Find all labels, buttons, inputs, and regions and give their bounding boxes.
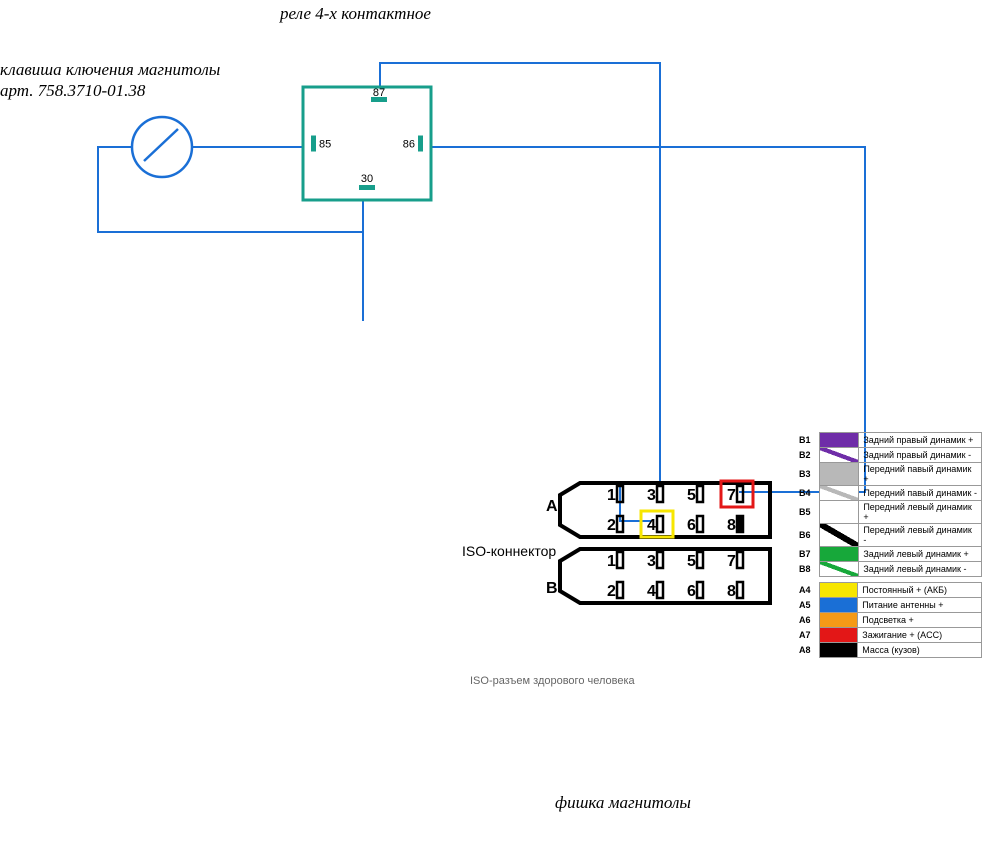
legend-row: B3 Передний павый динамик + bbox=[795, 463, 982, 486]
legend-id: A6 bbox=[795, 613, 820, 628]
iso-pin bbox=[657, 552, 663, 568]
legend-desc: Передний павый динамик + bbox=[859, 463, 982, 486]
iso-pin bbox=[697, 486, 703, 502]
legend-row: A5 Питание антенны + bbox=[795, 598, 982, 613]
iso-pin-label: 5 bbox=[687, 487, 696, 504]
legend-swatch bbox=[820, 433, 859, 448]
iso-pin bbox=[697, 516, 703, 532]
legend-id: B5 bbox=[795, 501, 820, 524]
wiring-diagram-svg: 87 30 85 86 1 3 5 7 2 4 6 8 1 3 5 7 2 4 6 8 bbox=[0, 0, 982, 841]
legend-id: B8 bbox=[795, 562, 820, 577]
iso-pin bbox=[737, 582, 743, 598]
iso-pin bbox=[657, 582, 663, 598]
block-B-label: B bbox=[546, 580, 558, 598]
legend-id: B2 bbox=[795, 448, 820, 463]
legend-id: B4 bbox=[795, 486, 820, 501]
iso-pin-label: 7 bbox=[727, 487, 736, 504]
iso-connector: 1 3 5 7 2 4 6 8 1 3 5 7 2 4 6 8 bbox=[560, 481, 770, 603]
legend-id: B3 bbox=[795, 463, 820, 486]
legend-swatch bbox=[820, 501, 859, 524]
legend-desc: Задний левый динамик + bbox=[859, 547, 982, 562]
iso-pin bbox=[737, 552, 743, 568]
svg-text:87: 87 bbox=[373, 87, 385, 99]
svg-text:85: 85 bbox=[319, 139, 331, 151]
legend-desc: Питание антенны + bbox=[858, 598, 982, 613]
legend-id: A7 bbox=[795, 628, 820, 643]
legend-table-a: A4Постоянный + (АКБ)A5Питание антенны +A… bbox=[795, 582, 982, 658]
legend-row: B5 Передний левый динамик + bbox=[795, 501, 982, 524]
legend-row: B8 Задний левый динамик - bbox=[795, 562, 982, 577]
iso-pin bbox=[697, 582, 703, 598]
legend-id: A8 bbox=[795, 643, 820, 658]
legend-swatch bbox=[820, 463, 859, 486]
legend-id: B1 bbox=[795, 433, 820, 448]
iso-pin bbox=[617, 552, 623, 568]
iso-pin-label: 1 bbox=[607, 487, 616, 504]
legend-id: B7 bbox=[795, 547, 820, 562]
legend-desc: Задний правый динамик - bbox=[859, 448, 982, 463]
iso-pin-label: 5 bbox=[687, 553, 696, 570]
svg-text:30: 30 bbox=[361, 173, 373, 185]
iso-pin-label: 7 bbox=[727, 553, 736, 570]
iso-pin bbox=[657, 516, 663, 532]
iso-caption: ISO-разъем здорового человека bbox=[470, 675, 635, 687]
iso-pin-label: 2 bbox=[607, 583, 616, 600]
legend-row: B4 Передний павый динамик - bbox=[795, 486, 982, 501]
legend-desc: Зажигание + (ACC) bbox=[858, 628, 982, 643]
iso-pin-label: 3 bbox=[647, 553, 656, 570]
legend-swatch bbox=[820, 547, 859, 562]
iso-connector-label: ISO-коннектор bbox=[462, 543, 556, 559]
iso-pin-label: 6 bbox=[687, 583, 696, 600]
legend-desc: Задний правый динамик + bbox=[859, 433, 982, 448]
iso-pin-label: 6 bbox=[687, 517, 696, 534]
legend-swatch bbox=[820, 628, 858, 643]
legend-swatch bbox=[820, 583, 858, 598]
block-A-label: A bbox=[546, 498, 558, 516]
iso-pin bbox=[737, 486, 743, 502]
switch-symbol bbox=[132, 117, 192, 177]
iso-pin bbox=[657, 486, 663, 502]
legend-desc: Передний левый динамик - bbox=[859, 524, 982, 547]
wire bbox=[98, 147, 363, 232]
wires-group bbox=[98, 63, 865, 521]
legend-desc: Подсветка + bbox=[858, 613, 982, 628]
legend-row: A6 Подсветка + bbox=[795, 613, 982, 628]
iso-pin-label: 4 bbox=[647, 583, 656, 600]
iso-pin-label: 2 bbox=[607, 517, 616, 534]
wire bbox=[380, 63, 660, 521]
legend-swatch bbox=[820, 598, 858, 613]
svg-text:86: 86 bbox=[403, 139, 415, 151]
legend-id: B6 bbox=[795, 524, 820, 547]
legend-swatch bbox=[820, 643, 858, 658]
legend-swatch bbox=[820, 613, 858, 628]
relay-box: 87 30 85 86 bbox=[303, 87, 431, 200]
iso-pin-label: 8 bbox=[727, 517, 736, 534]
iso-pin bbox=[617, 582, 623, 598]
legend-desc: Передний павый динамик - bbox=[859, 486, 982, 501]
legend-desc: Передний левый динамик + bbox=[859, 501, 982, 524]
legend-swatch bbox=[820, 486, 859, 501]
legend-row: A8 Масса (кузов) bbox=[795, 643, 982, 658]
legend-table-b: B1 Задний правый динамик + B2 Задний правый… bbox=[795, 432, 982, 577]
iso-pin-label: 4 bbox=[647, 517, 656, 534]
legend-swatch bbox=[820, 524, 859, 547]
iso-pin-label: 8 bbox=[727, 583, 736, 600]
legend-row: A7 Зажигание + (ACC) bbox=[795, 628, 982, 643]
legend-row: B6 Передний левый динамик - bbox=[795, 524, 982, 547]
legend-desc: Масса (кузов) bbox=[858, 643, 982, 658]
legend-swatch bbox=[820, 448, 859, 463]
iso-pin-label: 1 bbox=[607, 553, 616, 570]
legend-desc: Задний левый динамик - bbox=[859, 562, 982, 577]
legend-id: A5 bbox=[795, 598, 820, 613]
legend-desc: Постоянный + (АКБ) bbox=[858, 583, 982, 598]
legend-row: A4 Постоянный + (АКБ) bbox=[795, 583, 982, 598]
legend-swatch bbox=[820, 562, 859, 577]
iso-pin bbox=[697, 552, 703, 568]
legend-row: B7 Задний левый динамик + bbox=[795, 547, 982, 562]
legend-id: A4 bbox=[795, 583, 820, 598]
iso-pin-label: 3 bbox=[647, 487, 656, 504]
legend-row: B1 Задний правый динамик + bbox=[795, 433, 982, 448]
legend-row: B2 Задний правый динамик - bbox=[795, 448, 982, 463]
